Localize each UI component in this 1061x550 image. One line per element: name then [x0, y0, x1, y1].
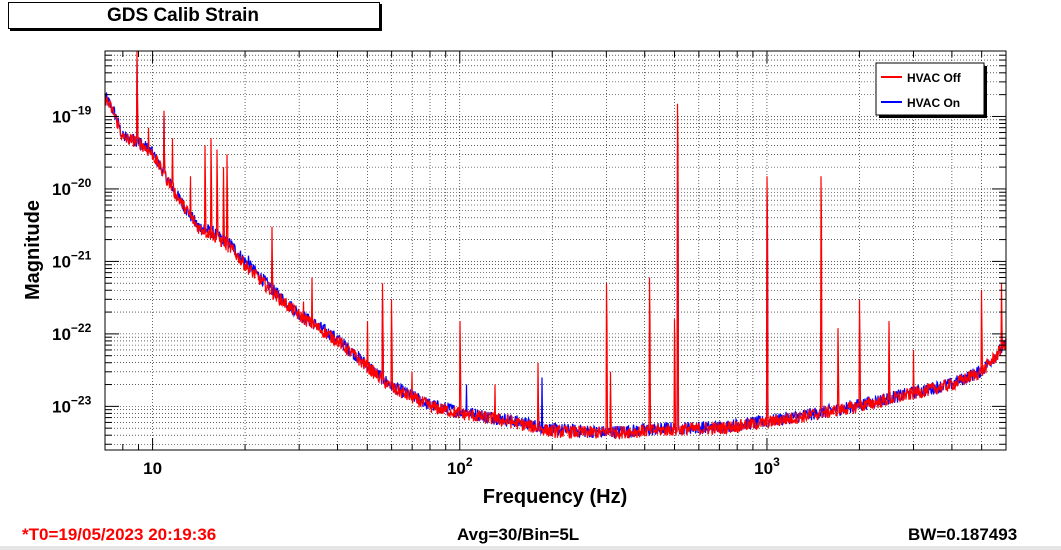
series-hvac-on: [104, 60, 1007, 439]
bandwidth-info: BW=0.187493: [908, 525, 1018, 544]
x-tick-label: 10: [143, 459, 162, 478]
x-axis-label: Frequency (Hz): [483, 486, 627, 508]
legend-label-on: HVAC On: [907, 96, 960, 110]
chart-title: GDS Calib Strain: [8, 2, 380, 29]
y-tick-label: 10−19: [52, 103, 92, 126]
legend-shadow-bottom: [879, 115, 987, 118]
legend: HVAC Off HVAC On: [875, 62, 987, 118]
series-hvac-off: [104, 50, 1007, 440]
series-line-hvac-on: [104, 60, 1007, 439]
y-axis-label: Magnitude: [22, 200, 44, 300]
series-line-hvac-off: [104, 50, 1007, 440]
legend-box: [875, 62, 985, 116]
averaging-info: Avg=30/Bin=5L: [457, 525, 580, 544]
axes-box: [104, 50, 1007, 451]
grid: [105, 50, 1007, 450]
x-tick-label: 102: [447, 455, 473, 478]
y-tick-label: 10−22: [52, 321, 92, 344]
bottom-strip: [0, 546, 1061, 550]
x-axis-ticks: 10 102 103: [104, 51, 1007, 478]
y-tick-label: 10−23: [52, 393, 92, 416]
y-tick-label: 10−20: [52, 176, 92, 199]
legend-shadow-right: [984, 66, 987, 118]
t0-timestamp: *T0=19/05/2023 20:19:36: [22, 525, 217, 544]
plot-frame: [104, 50, 1007, 451]
x-tick-label: 103: [754, 455, 780, 478]
y-axis-ticks: 10−23 10−22 10−21 10−20 10−19: [52, 50, 1006, 445]
y-tick-label: 10−21: [52, 248, 92, 271]
legend-label-off: HVAC Off: [907, 71, 962, 85]
